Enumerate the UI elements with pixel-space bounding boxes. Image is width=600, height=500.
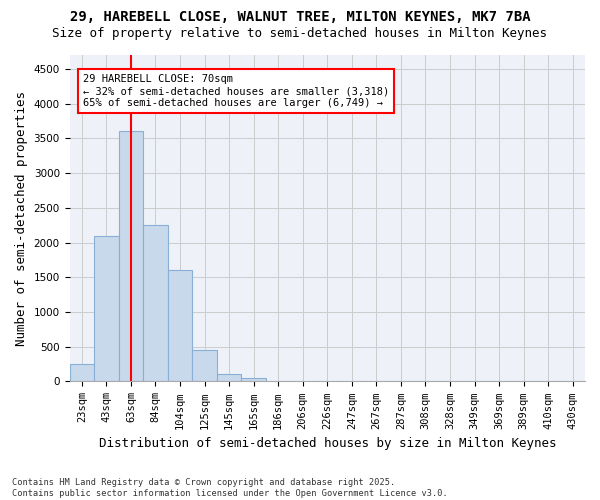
Bar [94, 236, 119, 382]
Bar [192, 350, 217, 382]
X-axis label: Distribution of semi-detached houses by size in Milton Keynes: Distribution of semi-detached houses by … [98, 437, 556, 450]
Y-axis label: Number of semi-detached properties: Number of semi-detached properties [15, 90, 28, 346]
Bar [241, 378, 266, 382]
Bar [217, 374, 241, 382]
Bar [119, 132, 143, 382]
Bar [70, 364, 94, 382]
Bar [143, 225, 168, 382]
Bar [168, 270, 192, 382]
Text: Size of property relative to semi-detached houses in Milton Keynes: Size of property relative to semi-detach… [53, 28, 548, 40]
Text: 29, HAREBELL CLOSE, WALNUT TREE, MILTON KEYNES, MK7 7BA: 29, HAREBELL CLOSE, WALNUT TREE, MILTON … [70, 10, 530, 24]
Text: 29 HAREBELL CLOSE: 70sqm
← 32% of semi-detached houses are smaller (3,318)
65% o: 29 HAREBELL CLOSE: 70sqm ← 32% of semi-d… [83, 74, 389, 108]
Text: Contains HM Land Registry data © Crown copyright and database right 2025.
Contai: Contains HM Land Registry data © Crown c… [12, 478, 448, 498]
